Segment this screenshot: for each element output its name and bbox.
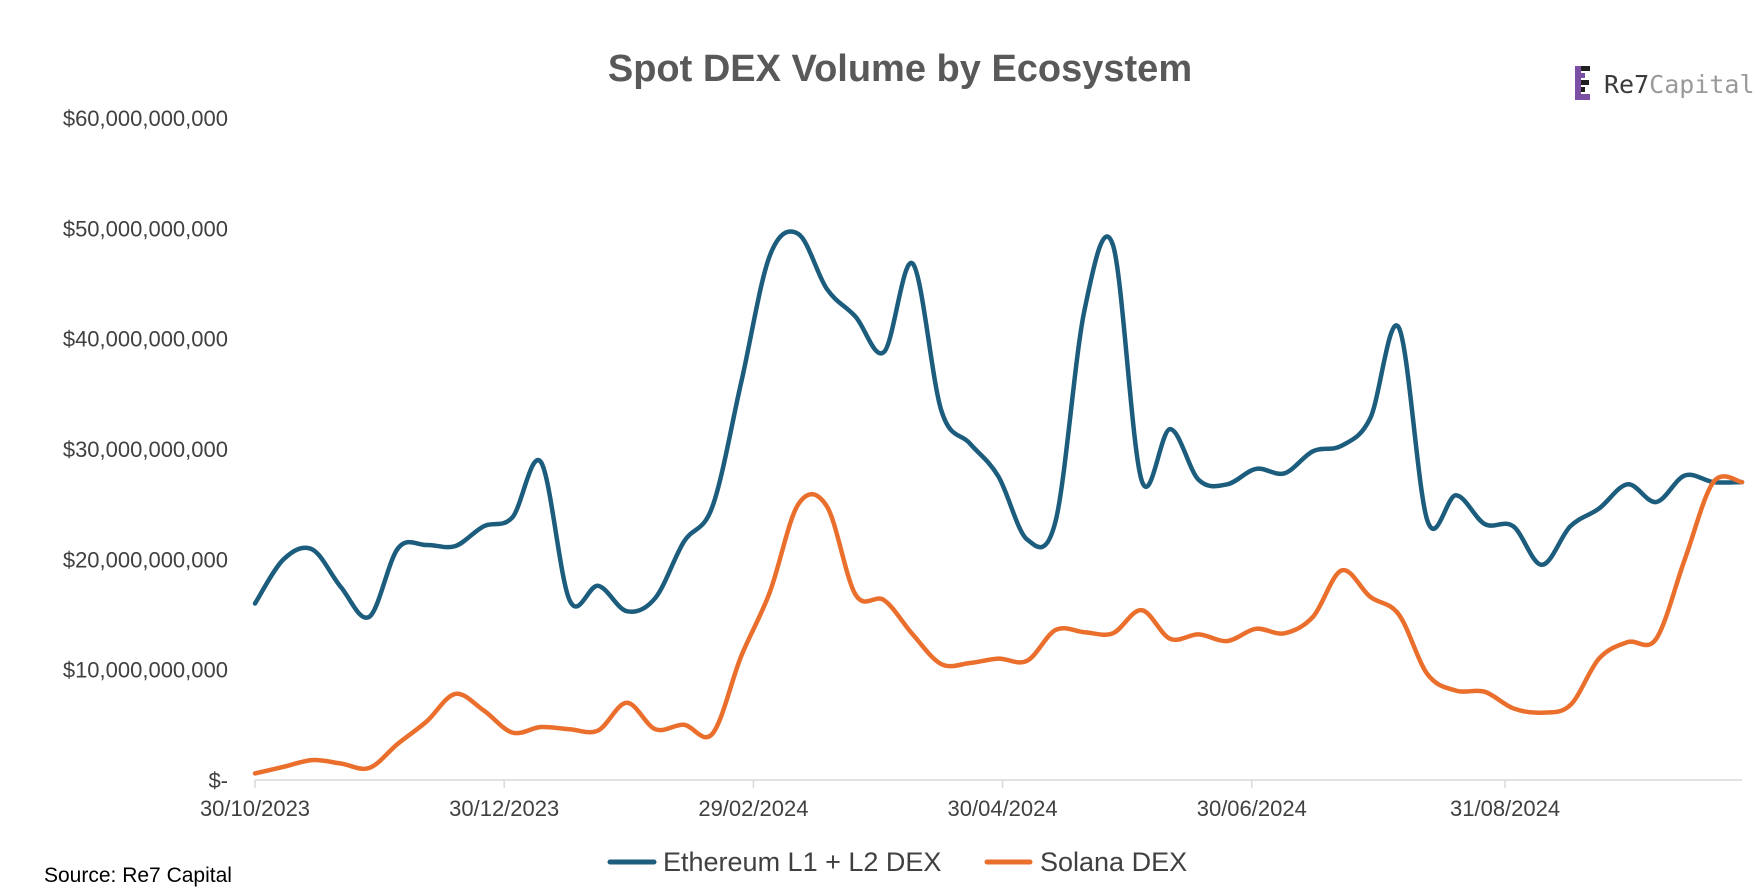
y-tick-label: $30,000,000,000 [63, 437, 228, 462]
x-tick-label: 30/06/2024 [1197, 796, 1307, 821]
re7-logo: Re7Capital [1575, 66, 1755, 100]
legend-label-solana: Solana DEX [1040, 847, 1187, 877]
x-tick-label: 30/10/2023 [200, 796, 310, 821]
logo-wordmark-re7: Re7 [1604, 70, 1649, 99]
y-axis: $- $10,000,000,000 $20,000,000,000 $30,000,… [63, 106, 228, 793]
series-layer [252, 229, 1745, 776]
y-tick-label: $40,000,000,000 [63, 327, 228, 352]
y-tick-label: $- [208, 768, 228, 793]
series-line-solana [252, 474, 1745, 776]
logo-wordmark-capital: Capital [1649, 70, 1754, 99]
re7-logo-icon [1575, 66, 1590, 100]
y-tick-label: $50,000,000,000 [63, 216, 228, 241]
y-tick-label: $60,000,000,000 [63, 106, 228, 131]
x-axis: 30/10/2023 30/12/2023 29/02/2024 30/04/2024… [200, 779, 1742, 821]
chart-title: Spot DEX Volume by Ecosystem [608, 48, 1192, 90]
legend-item-ethereum: Ethereum L1 + L2 DEX [607, 847, 941, 877]
series-line-ethereum [252, 229, 1745, 620]
x-tick-label: 30/04/2024 [948, 796, 1058, 821]
source-note: Source: Re7 Capital [44, 864, 232, 887]
x-tick-label: 31/08/2024 [1450, 796, 1560, 821]
y-tick-label: $10,000,000,000 [63, 658, 228, 683]
x-tick-label: 29/02/2024 [698, 796, 808, 821]
legend: Ethereum L1 + L2 DEX Solana DEX [607, 847, 1187, 877]
logo-wordmark: Re7Capital [1604, 70, 1755, 99]
x-tick-label: 30/12/2023 [449, 796, 559, 821]
legend-label-ethereum: Ethereum L1 + L2 DEX [663, 847, 941, 877]
y-tick-label: $20,000,000,000 [63, 547, 228, 572]
legend-item-solana: Solana DEX [984, 847, 1187, 877]
